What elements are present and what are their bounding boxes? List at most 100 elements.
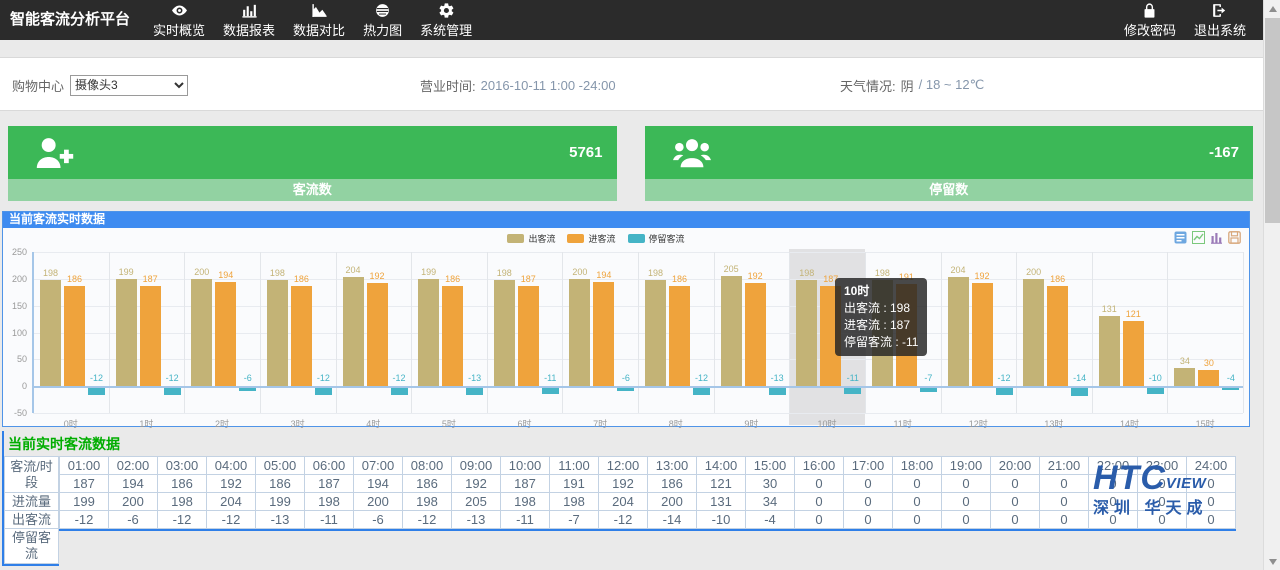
bar-out-0[interactable] bbox=[40, 279, 61, 387]
bar-out-9[interactable] bbox=[720, 276, 742, 387]
heatmap-icon bbox=[374, 2, 391, 19]
gear-icon bbox=[438, 2, 455, 19]
bar-stay-5[interactable] bbox=[466, 388, 484, 396]
legend-in[interactable]: 进客流 bbox=[567, 232, 616, 245]
chart-tooltip-line-2: 停留客流 : -11 bbox=[844, 335, 919, 349]
col-header-18:00: 18:00 bbox=[892, 456, 942, 475]
cell-r2-c19: 0 bbox=[990, 510, 1040, 529]
bar-stay-8[interactable] bbox=[693, 388, 710, 395]
save-image-icon[interactable] bbox=[1228, 231, 1241, 244]
scroll-down-button[interactable] bbox=[1264, 553, 1280, 570]
bar-out-7[interactable] bbox=[569, 278, 591, 387]
bar-stay-6[interactable] bbox=[541, 388, 559, 395]
bar-stay-9[interactable] bbox=[768, 388, 786, 396]
scroll-up-button[interactable] bbox=[1264, 0, 1280, 17]
bar-stay-7[interactable] bbox=[617, 388, 635, 392]
bar-out-10[interactable] bbox=[796, 279, 818, 387]
change-password-label: 修改密码 bbox=[1123, 22, 1176, 38]
bar-stay-10[interactable] bbox=[844, 388, 862, 395]
nav-realtime-overview[interactable]: 实时概览 bbox=[144, 0, 214, 40]
bar-in-2[interactable] bbox=[215, 282, 237, 387]
bar-in-14[interactable] bbox=[1122, 321, 1144, 387]
legend-out[interactable]: 出客流 bbox=[507, 232, 555, 245]
bar-stay-15[interactable] bbox=[1222, 388, 1240, 391]
bar-label-in-2: 194 bbox=[218, 270, 234, 281]
bar-out-1[interactable] bbox=[115, 279, 137, 387]
bar-stay-11[interactable] bbox=[919, 388, 937, 392]
bar-in-13[interactable] bbox=[1047, 286, 1069, 387]
chart-vertical-separator bbox=[1243, 252, 1244, 413]
bar-out-15[interactable] bbox=[1174, 367, 1196, 387]
bar-in-3[interactable] bbox=[290, 286, 312, 387]
bar-out-12[interactable] bbox=[947, 276, 969, 387]
bar-label-stay-10: -11 bbox=[846, 373, 859, 384]
bar-stay-12[interactable] bbox=[995, 388, 1013, 395]
cell-r1-c9: 198 bbox=[500, 492, 550, 511]
bar-stay-0[interactable] bbox=[88, 388, 105, 395]
bar-label-out-4: 204 bbox=[345, 264, 361, 275]
bar-label-out-0: 198 bbox=[42, 267, 59, 278]
cell-r1-c13: 131 bbox=[696, 492, 746, 511]
scrollbar-thumb[interactable] bbox=[1265, 18, 1280, 223]
vertical-scrollbar[interactable] bbox=[1263, 0, 1280, 570]
data-view-icon[interactable] bbox=[1174, 231, 1187, 244]
bar-label-stay-15: -4 bbox=[1226, 373, 1235, 384]
bar-in-7[interactable] bbox=[593, 282, 615, 387]
bar-in-6[interactable] bbox=[517, 285, 539, 387]
chart-vertical-separator bbox=[1167, 252, 1169, 413]
cell-r0-c10: 191 bbox=[549, 474, 599, 493]
bar-label-out-5: 199 bbox=[421, 267, 437, 278]
cell-r2-c9: -11 bbox=[500, 510, 550, 529]
bar-out-4[interactable] bbox=[342, 276, 364, 387]
bar-out-14[interactable] bbox=[1098, 315, 1120, 387]
y-tick-250: 250 bbox=[11, 247, 27, 257]
filter-bar: 购物中心 摄像头3 营业时间: 2016-10-11 1:00 -24:00 天… bbox=[0, 57, 1263, 111]
x-tick-5: 5时 bbox=[441, 419, 456, 429]
bar-switch-icon[interactable] bbox=[1210, 231, 1223, 244]
stat-cards: 5761 客流数 -167 停留数 bbox=[8, 126, 1253, 201]
bar-stay-14[interactable] bbox=[1146, 388, 1164, 394]
bar-label-in-12: 192 bbox=[974, 271, 990, 282]
bar-in-4[interactable] bbox=[366, 283, 388, 387]
bar-in-1[interactable] bbox=[139, 285, 161, 387]
bar-out-6[interactable] bbox=[493, 279, 515, 387]
change-password[interactable]: 修改密码 bbox=[1115, 0, 1185, 40]
legend-stay[interactable]: 停留客流 bbox=[627, 232, 685, 245]
col-header-16:00: 16:00 bbox=[794, 456, 844, 475]
nav-data-report[interactable]: 数据报表 bbox=[214, 0, 284, 40]
gridline-0 bbox=[33, 386, 1243, 389]
logout[interactable]: 退出系统 bbox=[1185, 0, 1255, 40]
bar-label-in-10: 187 bbox=[823, 273, 839, 284]
bar-out-8[interactable] bbox=[645, 279, 666, 387]
bar-stay-1[interactable] bbox=[163, 388, 181, 395]
col-header-20:00: 20:00 bbox=[990, 456, 1040, 475]
camera-select[interactable]: 摄像头3 bbox=[70, 74, 189, 96]
bar-out-3[interactable] bbox=[266, 279, 288, 387]
bar-stay-13[interactable] bbox=[1071, 388, 1089, 396]
nav-heatmap[interactable]: 热力图 bbox=[354, 0, 411, 40]
col-header-05:00: 05:00 bbox=[255, 456, 305, 475]
bar-out-2[interactable] bbox=[191, 278, 213, 387]
nav-data-compare[interactable]: 数据对比 bbox=[284, 0, 354, 40]
bar-label-in-13: 186 bbox=[1050, 274, 1066, 285]
y-tick--50: -50 bbox=[13, 408, 27, 418]
bar-in-0[interactable] bbox=[64, 286, 85, 387]
cell-r0-c17: 0 bbox=[892, 474, 942, 493]
nav-system-manage[interactable]: 系统管理 bbox=[411, 0, 481, 40]
bar-in-12[interactable] bbox=[971, 283, 993, 387]
bar-in-8[interactable] bbox=[669, 286, 690, 387]
cell-r2-c3: -12 bbox=[206, 510, 256, 529]
bar-stay-4[interactable] bbox=[390, 388, 408, 395]
y-tick-50: 50 bbox=[16, 354, 27, 365]
bar-out-13[interactable] bbox=[1023, 278, 1045, 387]
bar-in-9[interactable] bbox=[744, 283, 766, 387]
bar-stay-2[interactable] bbox=[239, 388, 257, 392]
flow-table: 01:00 02:00 03:00 04:00 05:00 06:00 07:00 08:00… bbox=[59, 456, 1236, 529]
bar-stay-3[interactable] bbox=[314, 388, 332, 395]
user-add-icon bbox=[34, 134, 76, 172]
bar-in-15[interactable] bbox=[1198, 370, 1220, 387]
bar-in-5[interactable] bbox=[442, 286, 464, 387]
bar-out-5[interactable] bbox=[418, 279, 440, 387]
x-tick-1: 1时 bbox=[139, 419, 154, 429]
line-switch-icon[interactable] bbox=[1192, 231, 1205, 244]
